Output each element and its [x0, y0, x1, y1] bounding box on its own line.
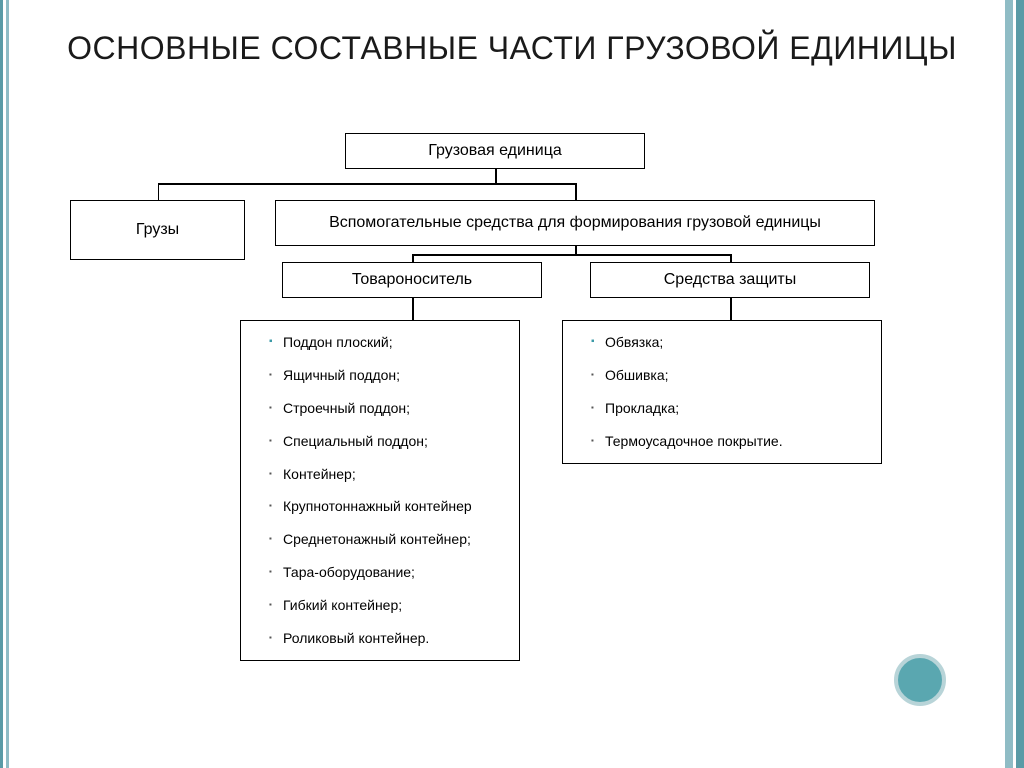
node-cargo-label: Грузы	[136, 221, 179, 239]
connector	[495, 169, 497, 183]
node-carrier: Товароноситель	[282, 262, 542, 298]
protect-list-box: Обвязка; Обшивка; Прокладка; Термоусадочное…	[562, 320, 882, 464]
carrier-list-item: Строечный поддон;	[269, 399, 501, 418]
connector	[730, 254, 732, 262]
accent-circle	[894, 654, 946, 706]
node-root: Грузовая единица	[345, 133, 645, 169]
connector	[575, 246, 577, 254]
connector	[412, 298, 414, 320]
carrier-list-item: Роликовый контейнер.	[269, 629, 501, 648]
node-cargo: Грузы	[70, 200, 245, 260]
connector	[412, 254, 414, 262]
connector	[412, 254, 730, 256]
carrier-list-item: Контейнер;	[269, 465, 501, 484]
carrier-list-item: Поддон плоский;	[269, 333, 501, 352]
slide-title: ОСНОВНЫЕ СОСТАВНЫЕ ЧАСТИ ГРУЗОВОЙ ЕДИНИЦ…	[0, 30, 1024, 67]
node-protect-label: Средства защиты	[664, 271, 797, 289]
node-carrier-label: Товароноситель	[352, 271, 472, 289]
node-protect: Средства защиты	[590, 262, 870, 298]
protect-list-item: Обшивка;	[591, 366, 863, 385]
left-stripe	[0, 0, 12, 768]
connector	[158, 183, 576, 185]
right-stripe	[1002, 0, 1024, 768]
connector	[730, 298, 732, 320]
carrier-list-item: Крупнотоннажный контейнер	[269, 497, 501, 516]
connector	[158, 183, 160, 200]
carrier-list-item: Специальный поддон;	[269, 432, 501, 451]
node-root-label: Грузовая единица	[428, 142, 562, 160]
carrier-list-item: Тара-оборудование;	[269, 563, 501, 582]
carrier-list-item: Ящичный поддон;	[269, 366, 501, 385]
protect-list-item: Термоусадочное покрытие.	[591, 432, 863, 451]
node-aux: Вспомогательные средства для формировани…	[275, 200, 875, 246]
carrier-list-item: Среднетонажный контейнер;	[269, 530, 501, 549]
protect-list-item: Прокладка;	[591, 399, 863, 418]
connector	[575, 183, 577, 200]
node-aux-label: Вспомогательные средства для формировани…	[329, 214, 821, 232]
protect-list-item: Обвязка;	[591, 333, 863, 352]
carrier-list-item: Гибкий контейнер;	[269, 596, 501, 615]
carrier-list-box: Поддон плоский; Ящичный поддон; Строечный …	[240, 320, 520, 661]
